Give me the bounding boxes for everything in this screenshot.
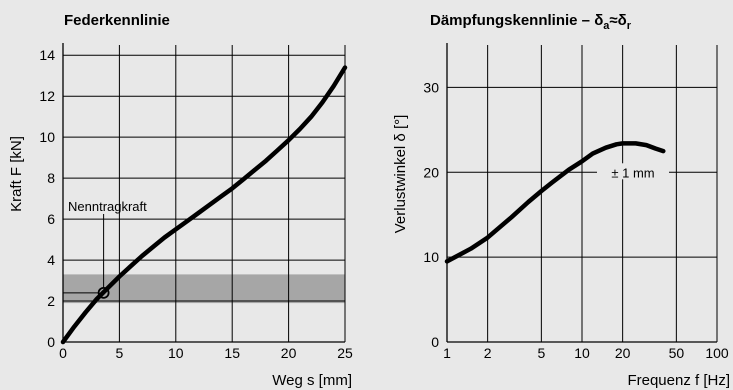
left-y-axis-label: Kraft F [kN]: [8, 136, 25, 212]
left-ticks: 0 5 10 15 20 25 0 2 4 6 8 10 12 14: [39, 47, 353, 361]
right-x-axis-label: Frequenz f [Hz]: [627, 372, 730, 389]
right-x-tick-label: 50: [669, 345, 685, 361]
right-y-tick-label: 10: [423, 249, 439, 265]
right-x-tick-label: 5: [537, 345, 545, 361]
right-chart-title: Dämpfungskennlinie – δa≈δr: [430, 12, 632, 32]
left-y-tick-label: 2: [47, 293, 55, 309]
left-x-tick-label: 10: [168, 345, 184, 361]
right-grid: [446, 43, 718, 343]
left-y-tick-label: 4: [47, 252, 55, 268]
left-chart-title: Federkennlinie: [64, 12, 170, 29]
right-x-tick-label: 1: [443, 345, 451, 361]
left-y-tick-label: 12: [39, 88, 55, 104]
left-x-tick-label: 20: [281, 345, 297, 361]
right-x-tick-label: 10: [574, 345, 590, 361]
right-x-tick-label: 20: [615, 345, 631, 361]
amplitude-label: ± 1 mm: [611, 165, 654, 180]
chart-federkennlinie: Federkennlinie 0 5 10 15 20 25 0 2 4 6 8 10 12 14 Nen…: [8, 12, 353, 389]
left-y-tick-label: 0: [47, 334, 55, 350]
chart-daempfungskennlinie: Dämpfungskennlinie – δa≈δr 1 2 5 10 20 50 100 0…: [392, 12, 730, 389]
right-ticks: 1 2 5 10 20 50 100 0 10 20 30: [423, 79, 728, 361]
left-x-tick-label: 15: [224, 345, 240, 361]
right-x-tick-label: 2: [484, 345, 492, 361]
left-x-tick-label: 5: [116, 345, 124, 361]
left-grid: [62, 43, 346, 343]
federkennlinie-curve: [60, 65, 348, 345]
daempfungskennlinie-curve: [444, 141, 666, 264]
left-x-tick-label: 0: [59, 345, 67, 361]
right-y-tick-label: 0: [431, 334, 439, 350]
nenntragkraft-marker: [97, 286, 110, 299]
amplitude-label-background: [597, 163, 669, 180]
right-y-axis-label: Verlustwinkel δ [°]: [392, 115, 409, 234]
left-y-tick-label: 6: [47, 211, 55, 227]
right-x-tick-label: 100: [705, 345, 729, 361]
left-y-tick-label: 14: [39, 47, 55, 63]
left-y-tick-label: 10: [39, 129, 55, 145]
nenntragkraft-label: Nenntragkraft: [68, 199, 147, 214]
left-x-axis-label: Weg s [mm]: [272, 372, 352, 389]
left-x-tick-label: 25: [337, 345, 353, 361]
left-y-tick-label: 8: [47, 170, 55, 186]
right-y-tick-label: 30: [423, 79, 439, 95]
right-y-tick-label: 20: [423, 164, 439, 180]
